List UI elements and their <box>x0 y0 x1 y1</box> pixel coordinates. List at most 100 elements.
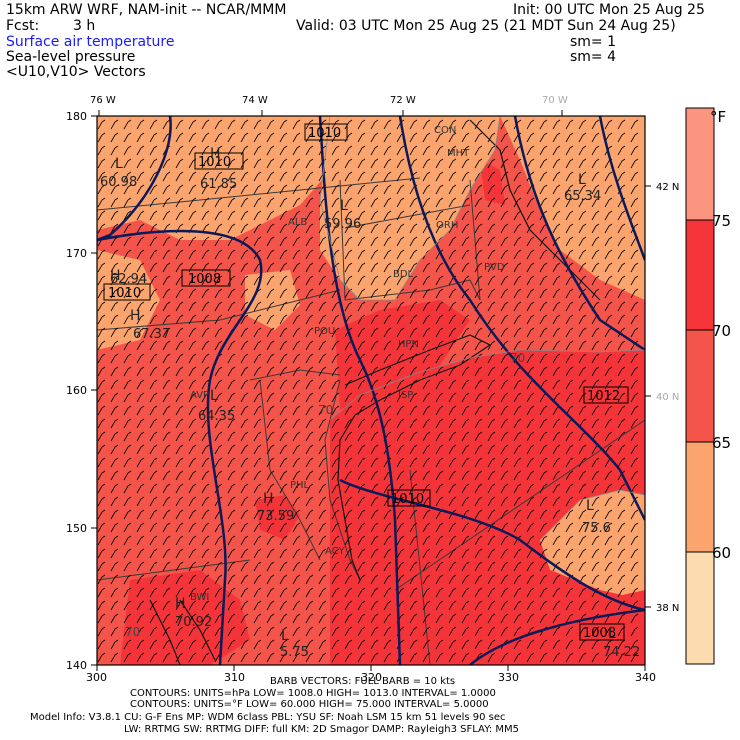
wind-barb <box>565 121 571 130</box>
wind-barb-flag <box>426 444 431 448</box>
wind-barb-flag <box>439 561 444 565</box>
wind-barb-flag <box>400 145 405 149</box>
wind-barb-flag <box>439 535 444 539</box>
wind-barb <box>370 134 376 143</box>
wind-barb-flag <box>244 652 249 656</box>
wind-barb <box>396 524 402 533</box>
wind-barb <box>526 407 532 416</box>
wind-barb-flag <box>296 405 301 409</box>
wind-barb <box>422 355 428 364</box>
wind-barb <box>513 225 519 234</box>
wind-barb <box>500 485 506 494</box>
wind-barb <box>331 407 337 416</box>
isobars <box>97 116 645 665</box>
wind-barb-flag <box>244 236 249 240</box>
wind-barb <box>97 537 103 546</box>
wind-barb <box>344 264 350 273</box>
wind-barb <box>162 628 168 637</box>
wind-barb-flag <box>244 210 249 214</box>
wind-barb <box>448 186 454 195</box>
wind-barb-flag <box>400 587 405 591</box>
wind-barb-flag <box>283 288 288 292</box>
wind-barb-flag <box>595 509 600 513</box>
wind-barb-flag <box>361 249 366 253</box>
wind-barb-flag <box>621 366 626 370</box>
wind-barb <box>227 472 233 481</box>
wind-barb <box>110 615 116 624</box>
wind-barb <box>331 134 337 143</box>
wind-barb <box>461 368 467 377</box>
wind-barb-flag <box>556 223 561 227</box>
wind-barb <box>162 290 168 299</box>
wind-barb <box>448 212 454 221</box>
wind-barb <box>344 407 350 416</box>
wind-barb <box>617 550 623 559</box>
wind-barb <box>136 238 142 247</box>
wind-barb <box>630 355 636 364</box>
wind-barb <box>357 472 363 481</box>
wind-barb <box>474 563 480 572</box>
wind-barb-flag <box>569 184 574 188</box>
wind-barb-flag <box>374 444 379 448</box>
wind-barb-flag <box>179 353 184 357</box>
wind-barb-flag <box>621 340 626 344</box>
wind-barb <box>448 173 454 182</box>
wind-barb-flag <box>270 210 275 214</box>
wind-barb <box>526 459 532 468</box>
wind-barb-flag <box>400 626 405 630</box>
wind-barb <box>448 147 454 156</box>
wind-barb-flag <box>374 275 379 279</box>
wind-barb <box>565 537 571 546</box>
wind-barb <box>487 485 493 494</box>
wind-barb <box>513 511 519 520</box>
wind-barb <box>435 563 441 572</box>
wind-barb <box>292 628 298 637</box>
wind-barb <box>565 511 571 520</box>
wind-barb <box>149 576 155 585</box>
wind-barb <box>240 472 246 481</box>
wind-barb-flag <box>166 210 171 214</box>
wind-barb-flag <box>205 223 210 227</box>
wind-barb <box>136 563 142 572</box>
wind-barb-flag <box>153 249 158 253</box>
wind-barb-flag <box>127 639 132 643</box>
wind-barb <box>279 420 285 429</box>
field-vectors-sm: sm= 4 <box>570 49 617 65</box>
wind-barb-flag <box>114 158 119 162</box>
wind-barb <box>474 277 480 286</box>
wind-barb-flag <box>270 171 275 175</box>
wind-barb <box>630 316 636 325</box>
wind-barb-flag <box>439 379 444 383</box>
wind-barb-flag <box>413 652 418 656</box>
wind-barb-flag <box>244 366 249 370</box>
wind-barb <box>539 537 545 546</box>
y-tick-140: 140 <box>66 659 87 672</box>
wind-barb-flag <box>491 535 496 539</box>
wind-barb-flag <box>296 132 301 136</box>
wind-barb-flag <box>582 249 587 253</box>
wind-barb-flag <box>296 587 301 591</box>
wind-barb <box>422 524 428 533</box>
wind-barb-flag <box>452 626 457 630</box>
wind-barb <box>227 316 233 325</box>
wind-barb-flag <box>465 483 470 487</box>
wind-barb <box>461 420 467 429</box>
wind-barb-flag <box>205 600 210 604</box>
wind-barb <box>305 602 311 611</box>
wind-barb-flag <box>361 522 366 526</box>
wind-barb <box>552 355 558 364</box>
wind-barb-flag <box>400 366 405 370</box>
wind-barb <box>539 290 545 299</box>
wind-barb-flag <box>491 457 496 461</box>
wind-barb-flag <box>270 574 275 578</box>
wind-barb-flag <box>569 392 574 396</box>
wind-barb-flag <box>465 431 470 435</box>
wind-barb <box>422 290 428 299</box>
wind-barb <box>188 498 194 507</box>
wind-barb-flag <box>218 223 223 227</box>
wind-barb <box>552 498 558 507</box>
wind-barb <box>383 524 389 533</box>
wind-barb <box>513 212 519 221</box>
wind-barb <box>474 342 480 351</box>
wind-barb <box>578 316 584 325</box>
